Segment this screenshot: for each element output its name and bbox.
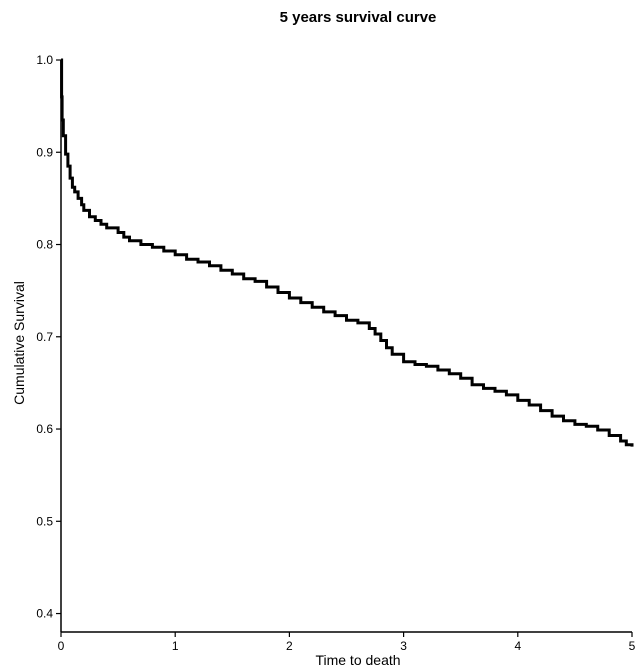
x-tick-label: 1 <box>172 639 179 653</box>
y-tick-label: 0.6 <box>36 422 53 436</box>
x-tick-label: 3 <box>400 639 407 653</box>
x-tick-label: 5 <box>629 639 636 653</box>
x-ticks: 0 1 2 3 4 5 <box>58 632 636 653</box>
chart-title: 5 years survival curve <box>280 9 437 26</box>
y-tick-label: 0.4 <box>36 607 53 621</box>
x-tick-label: 4 <box>514 639 521 653</box>
axes <box>60 60 632 633</box>
y-tick-label: 0.9 <box>36 145 53 159</box>
y-tick-label: 1.0 <box>36 53 53 67</box>
y-tick-label: 0.5 <box>36 514 53 528</box>
x-tick-label: 2 <box>286 639 293 653</box>
y-axis-label: Cumulative Survival <box>11 281 27 405</box>
x-tick-label: 0 <box>58 639 65 653</box>
x-axis-label: Time to death <box>315 652 400 668</box>
survival-curve <box>60 58 634 447</box>
y-tick-label: 0.8 <box>36 238 53 252</box>
y-tick-label: 0.7 <box>36 330 53 344</box>
y-ticks: 0.4 0.5 0.6 0.7 0.8 0.9 1.0 <box>36 53 61 621</box>
